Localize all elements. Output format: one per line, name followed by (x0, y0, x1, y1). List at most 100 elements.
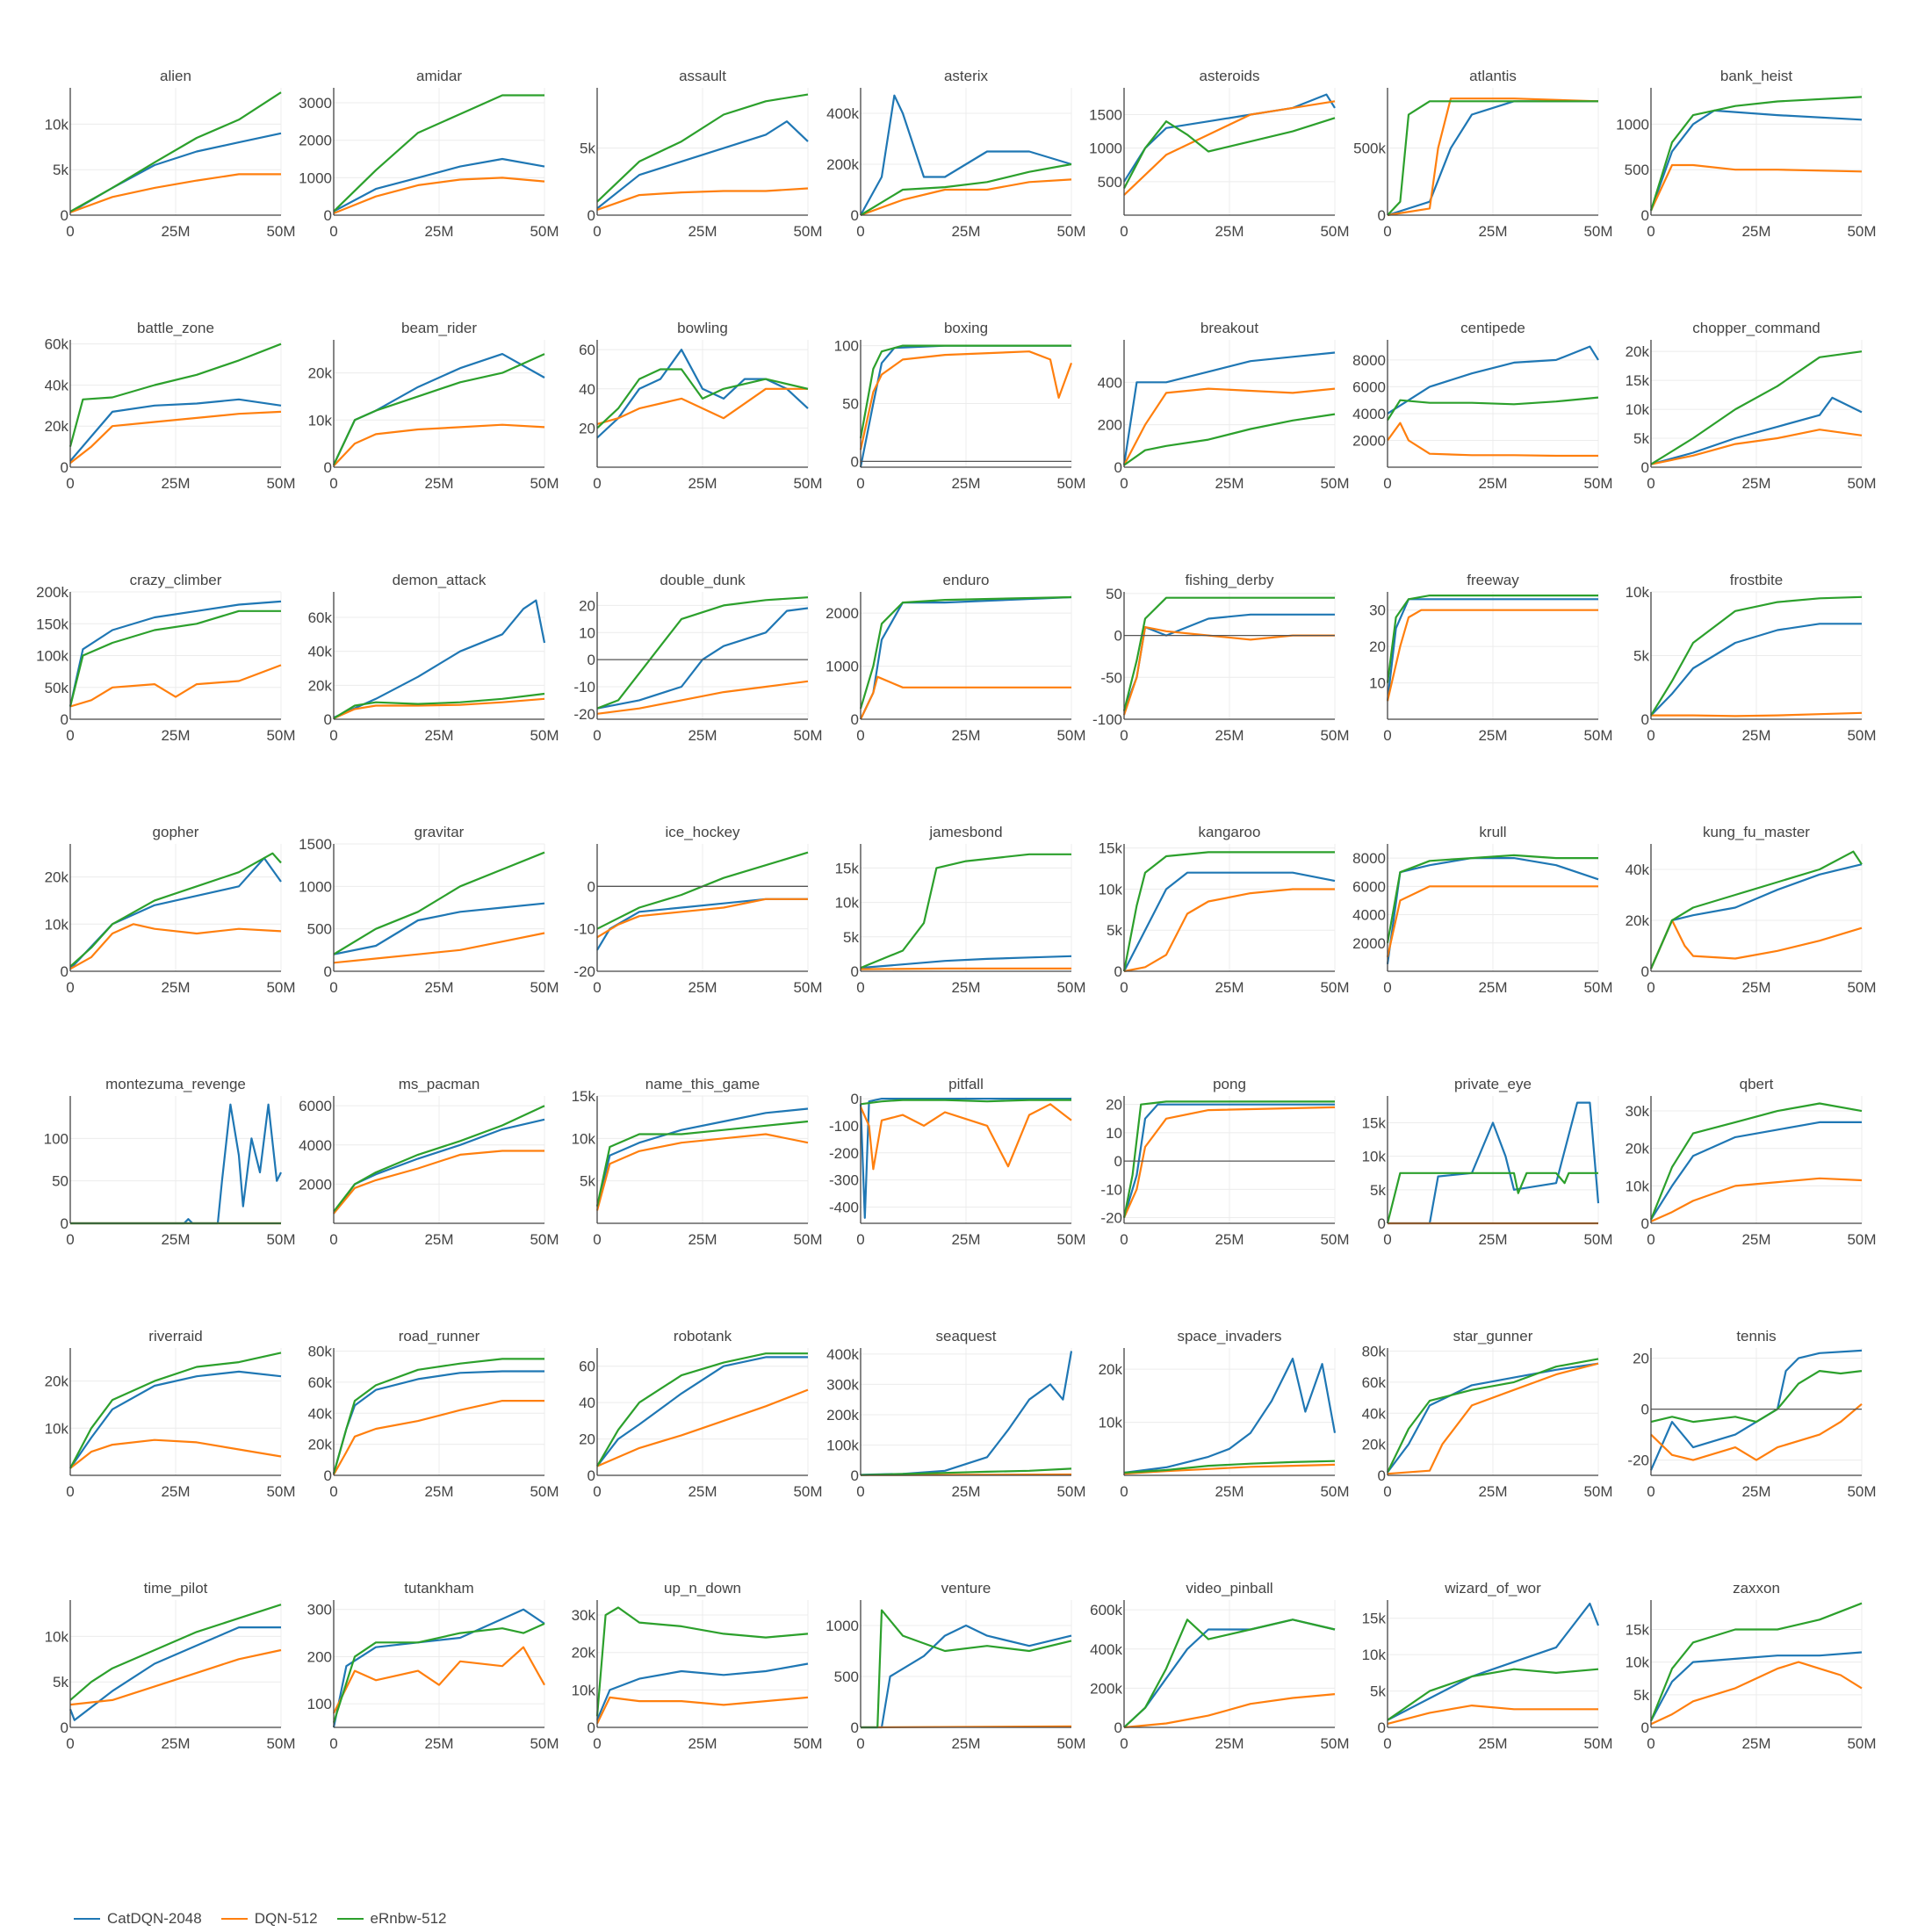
y-tick-label: 5k (1633, 430, 1649, 447)
subplot-title: demon_attack (393, 572, 487, 588)
series-line-eRnbw-512 (1123, 1460, 1336, 1474)
subplot-title: tutankham (404, 1580, 473, 1597)
y-tick-label: 300k (826, 1376, 859, 1393)
y-tick-label: 20k (1099, 1361, 1123, 1378)
y-tick-label: 10 (1369, 675, 1386, 692)
y-tick-label: 2000 (299, 133, 332, 149)
subplot-freeway: freeway 10 20 30 0 25M 50M (1369, 572, 1612, 744)
subplot-video_pinball: video_pinball 0 200k 400k 600k 0 25M 50M (1090, 1580, 1349, 1752)
y-tick-label: 0 (1114, 459, 1122, 476)
x-tick-label: 0 (66, 475, 74, 492)
y-tick-label: 10k (835, 895, 860, 912)
series-line-eRnbw-512 (69, 852, 282, 968)
x-tick-label: 50M (1320, 1231, 1349, 1248)
y-tick-label: 60k (45, 336, 69, 353)
y-tick-label: 20 (579, 1431, 595, 1448)
y-tick-label: 40k (45, 377, 69, 393)
y-tick-label: 0 (1378, 1215, 1386, 1232)
subplot-title: centipede (1460, 320, 1525, 336)
subplot-title: pong (1213, 1076, 1246, 1092)
series-line-DQN-512 (333, 423, 545, 467)
subplot-double_dunk: double_dunk -20 -10 0 10 20 0 25M 50M (573, 572, 822, 744)
y-tick-label: 2000 (1352, 432, 1386, 449)
y-tick-label: 40k (1362, 1405, 1387, 1422)
series-line-DQN-512 (333, 177, 545, 214)
y-tick-label: 0 (851, 1719, 859, 1736)
series-line-DQN-512 (596, 898, 808, 939)
y-tick-label: 60k (308, 609, 333, 626)
series-line-DQN-512 (1651, 711, 1863, 717)
subplot-jamesbond: jamesbond 0 5k 10k 15k 0 25M 50M (835, 824, 1086, 996)
series-line-DQN-512 (333, 697, 545, 720)
y-tick-label: 15k (1099, 840, 1123, 857)
y-tick-label: 0 (588, 1467, 595, 1484)
x-tick-label: 50M (266, 475, 295, 492)
subplot-title: time_pilot (144, 1580, 208, 1597)
y-tick-label: 10k (45, 1420, 69, 1437)
y-tick-label: 60 (579, 342, 595, 358)
subplot-boxing: boxing 0 50 100 0 25M 50M (834, 320, 1086, 492)
subplot-fishing_derby: fishing_derby -100 -50 0 50 0 25M 50M (1092, 572, 1350, 744)
legend-label: CatDQN-2048 (107, 1910, 202, 1927)
y-tick-label: 500k (1353, 141, 1386, 157)
y-tick-label: 5k (53, 162, 68, 178)
series-line-DQN-512 (1123, 1693, 1336, 1729)
y-tick-label: 15k (1626, 372, 1650, 389)
subplot-gravitar: gravitar 0 500 1000 1500 0 25M 50M (299, 824, 559, 996)
y-tick-label: 10k (572, 1682, 596, 1698)
legend-swatch (336, 1917, 364, 1921)
subplot-time_pilot: time_pilot 0 5k 10k 0 25M 50M (45, 1580, 296, 1752)
y-tick-label: 8000 (1352, 850, 1386, 867)
series-line-CatDQN-2048 (595, 1107, 809, 1207)
series-line-DQN-512 (1650, 1177, 1863, 1222)
series-line-DQN-512 (859, 1103, 1072, 1171)
y-tick-label: 80k (1362, 1344, 1387, 1360)
y-tick-label: 2000 (299, 1176, 332, 1193)
x-tick-label: 25M (1478, 475, 1507, 492)
x-tick-label: 0 (856, 223, 864, 240)
series-line-eRnbw-512 (1649, 1102, 1863, 1221)
series-line-CatDQN-2048 (69, 398, 282, 462)
y-tick-label: 0 (61, 1215, 68, 1232)
y-tick-label: -50 (1100, 669, 1122, 686)
series-line-DQN-512 (1123, 1463, 1336, 1475)
subplot-title: robotank (674, 1328, 732, 1344)
x-tick-label: 50M (530, 1735, 559, 1752)
subplot-kangaroo: kangaroo 0 5k 10k 15k 0 25M 50M (1099, 824, 1350, 996)
y-tick-label: 1000 (825, 1618, 859, 1634)
y-tick-label: 8000 (1352, 352, 1386, 369)
series-line-DQN-512 (333, 932, 545, 964)
subplot-title: jamesbond (928, 824, 1002, 840)
x-tick-label: 50M (1320, 979, 1349, 996)
series-line-eRnbw-512 (333, 1105, 545, 1213)
y-tick-label: 6000 (299, 1098, 332, 1114)
y-tick-label: -20 (573, 963, 595, 980)
x-tick-label: 0 (593, 1231, 601, 1248)
y-tick-label: 1500 (299, 836, 332, 853)
y-tick-label: 5k (1633, 648, 1649, 665)
y-tick-label: 5k (580, 1173, 595, 1190)
subplot-qbert: qbert 0 10k 20k 30k 0 25M 50M (1626, 1076, 1877, 1248)
subplot-title: gravitar (415, 824, 465, 840)
y-tick-label: 10k (1099, 1415, 1123, 1431)
subplot-title: battle_zone (137, 320, 214, 336)
x-tick-label: 25M (424, 475, 453, 492)
x-tick-label: 0 (856, 979, 864, 996)
x-tick-label: 50M (1847, 727, 1876, 744)
subplot-title: montezuma_revenge (105, 1076, 246, 1092)
y-tick-label: 200 (1098, 417, 1122, 434)
y-tick-label: 1000 (1616, 116, 1649, 133)
series-line-eRnbw-512 (69, 1604, 282, 1701)
subplot-zaxxon: zaxxon 0 5k 10k 15k 0 25M 50M (1626, 1580, 1877, 1752)
y-tick-label: 2000 (825, 605, 859, 622)
legend-swatch (74, 1917, 100, 1921)
x-tick-label: 25M (688, 223, 717, 240)
series-line-DQN-512 (596, 387, 808, 425)
y-tick-label: 5k (53, 1674, 68, 1690)
x-tick-label: 50M (1056, 223, 1085, 240)
y-tick-label: 1500 (1089, 107, 1122, 124)
subplot-star_gunner: star_gunner 0 20k 40k 60k 80k 0 25M 50M (1362, 1328, 1613, 1500)
y-tick-label: 20k (572, 1645, 596, 1662)
x-tick-label: 50M (530, 979, 559, 996)
y-tick-label: 3000 (299, 95, 332, 112)
